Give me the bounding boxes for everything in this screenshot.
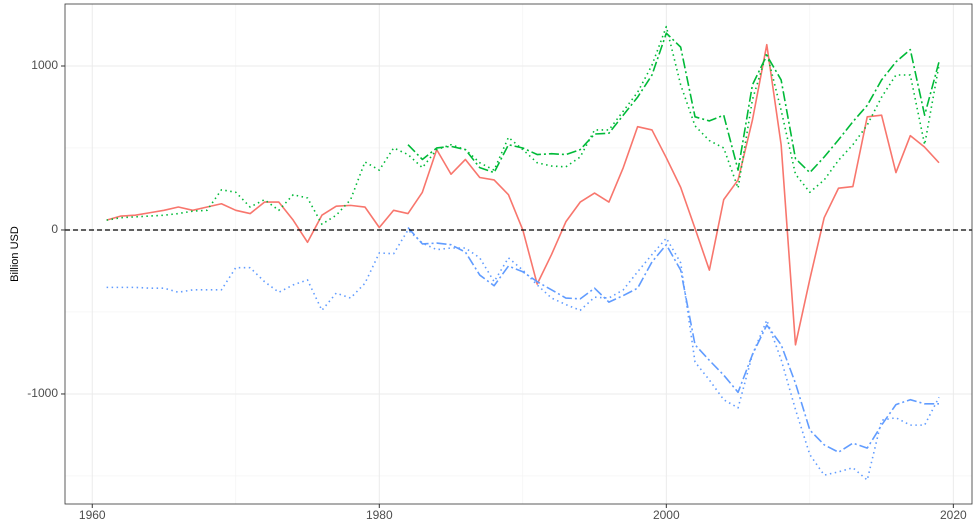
series-line	[106, 25, 940, 226]
panel-border	[64, 3, 973, 505]
series-line	[407, 226, 939, 453]
series-line	[407, 32, 940, 174]
x-tick-label: 1960	[79, 508, 106, 522]
x-tick-label: 2020	[940, 508, 967, 522]
x-tick-label: 1980	[366, 508, 393, 522]
y-tick-label: 0	[51, 222, 58, 236]
y-tick-label: 1000	[31, 58, 58, 72]
y-tick-label: -1000	[27, 386, 58, 400]
x-tick-label: 2000	[653, 508, 680, 522]
y-axis-label: Billion USD	[9, 226, 21, 282]
